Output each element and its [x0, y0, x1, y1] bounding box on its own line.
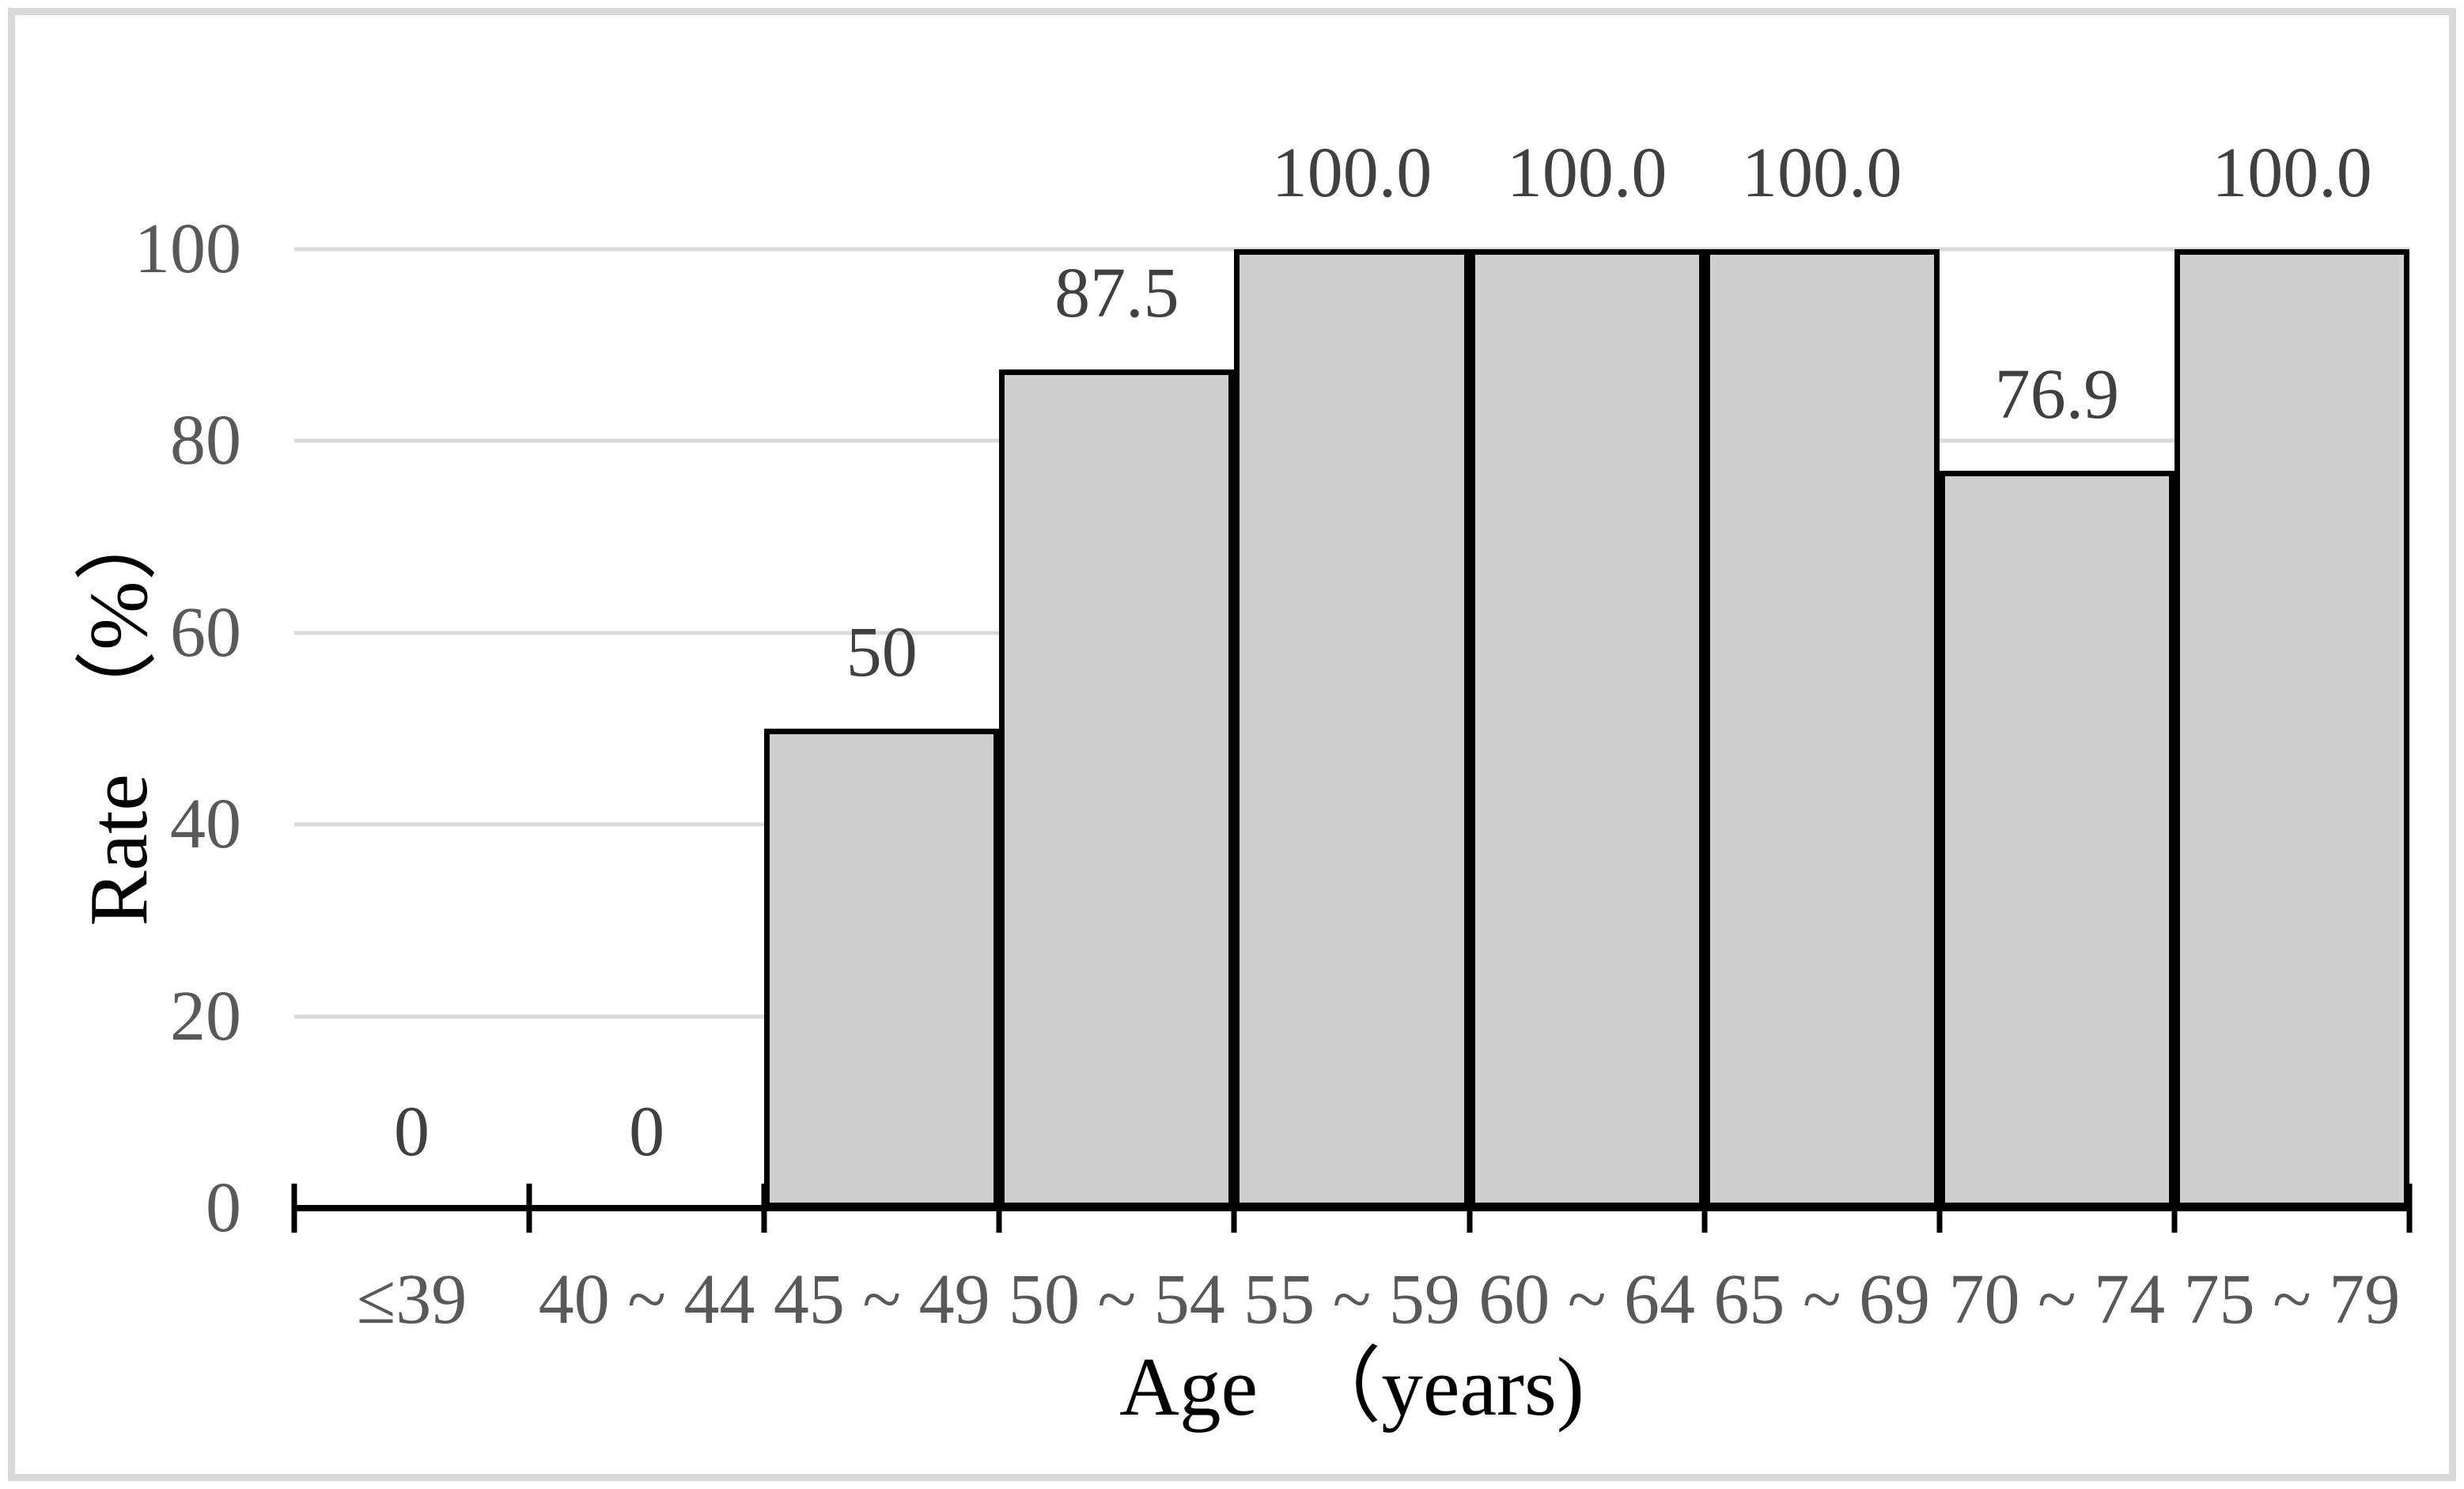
data-label: 100.0	[1741, 134, 1902, 212]
data-label: 100.0	[1506, 134, 1667, 212]
y-tick-label-60: 60	[170, 593, 241, 672]
x-tick-label: 70 ~ 74	[1948, 1260, 2166, 1339]
data-label: 100.0	[1271, 134, 1433, 212]
x-tick-label: 50 ~ 54	[1009, 1260, 1225, 1339]
data-label: 0	[629, 1093, 665, 1171]
bar-50 ~ 54	[999, 369, 1235, 1208]
data-label: 0	[394, 1093, 430, 1171]
x-axis-tick	[1701, 1184, 1708, 1233]
x-tick-label: 75 ~ 79	[2183, 1260, 2401, 1339]
y-tick-label-100: 100	[134, 210, 241, 288]
x-axis-tick	[2171, 1184, 2178, 1233]
x-axis-tick	[1936, 1184, 1943, 1233]
bar-60 ~ 64	[1469, 249, 1705, 1208]
x-axis-title: Age （years)	[1119, 1340, 1584, 1433]
bar-65 ~ 69	[1704, 249, 1940, 1208]
bar-70 ~ 74	[1939, 470, 2174, 1208]
y-tick-label-20: 20	[170, 976, 241, 1055]
x-tick-label: 55 ~ 59	[1243, 1260, 1460, 1339]
x-tick-label: 65 ~ 69	[1713, 1260, 1931, 1339]
data-label: 76.9	[1994, 354, 2120, 434]
x-tick-label: 60 ~ 64	[1478, 1260, 1695, 1339]
bar-75 ~ 79	[2174, 249, 2409, 1208]
y-tick-label-80: 80	[170, 401, 241, 480]
bar-45 ~ 49	[764, 729, 1000, 1208]
x-axis-tick	[761, 1184, 767, 1233]
x-axis-tick	[1467, 1184, 1473, 1233]
y-tick-label-0: 0	[206, 1169, 241, 1247]
x-axis-tick	[291, 1184, 297, 1233]
bar-55 ~ 59	[1234, 249, 1470, 1208]
x-axis-tick	[996, 1184, 1002, 1233]
x-tick-label: 40 ~ 44	[538, 1260, 755, 1339]
x-tick-label: 45 ~ 49	[773, 1260, 990, 1339]
x-axis-tick	[2406, 1184, 2413, 1233]
y-tick-label-40: 40	[170, 785, 241, 864]
y-axis-title: Rate （%）	[72, 498, 165, 926]
x-axis-tick	[526, 1184, 532, 1233]
data-label: 100.0	[2212, 134, 2372, 212]
x-axis-line	[294, 1205, 2409, 1211]
x-tick-label: ≤39	[356, 1260, 467, 1339]
data-label: 50	[846, 613, 918, 691]
data-label: 87.5	[1054, 253, 1179, 332]
plot-area	[294, 247, 2409, 1208]
x-axis-tick	[1231, 1184, 1237, 1233]
